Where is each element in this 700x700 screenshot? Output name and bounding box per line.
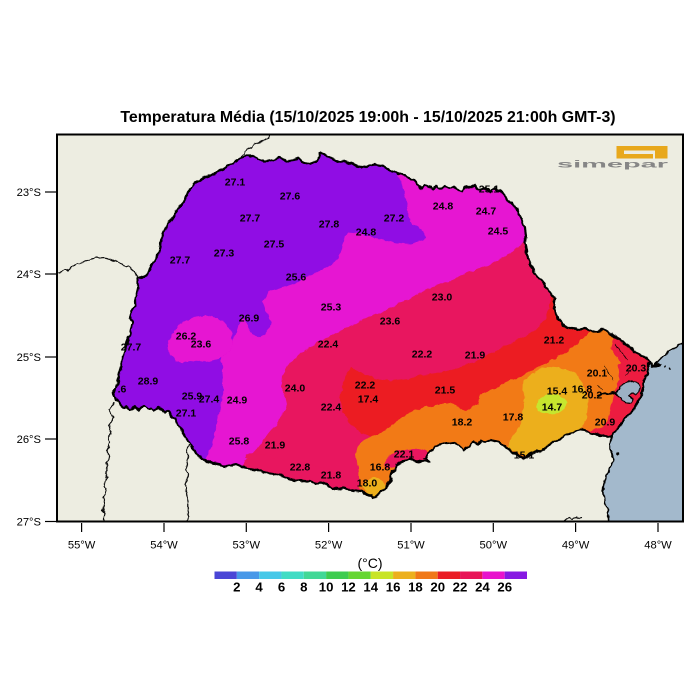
svg-text:26: 26 <box>497 580 512 595</box>
svg-text:25°S: 25°S <box>17 352 41 364</box>
svg-text:.6: .6 <box>118 384 127 396</box>
svg-text:21.9: 21.9 <box>265 440 286 452</box>
svg-text:25.8: 25.8 <box>229 436 250 448</box>
svg-text:22.1: 22.1 <box>394 449 415 461</box>
svg-text:24°S: 24°S <box>17 269 41 281</box>
svg-text:21.2: 21.2 <box>544 335 565 347</box>
svg-text:21.9: 21.9 <box>465 350 486 362</box>
svg-text:25.6: 25.6 <box>286 272 307 284</box>
svg-text:18.2: 18.2 <box>452 417 473 429</box>
svg-text:27.2: 27.2 <box>384 213 405 225</box>
svg-text:22.2: 22.2 <box>355 380 376 392</box>
svg-text:27.4: 27.4 <box>199 394 220 406</box>
svg-text:18: 18 <box>408 580 423 595</box>
svg-text:25.3: 25.3 <box>321 302 342 314</box>
svg-text:15.1: 15.1 <box>514 450 535 462</box>
svg-text:20.3: 20.3 <box>626 363 647 375</box>
svg-text:51°W: 51°W <box>397 540 425 552</box>
svg-text:27.5: 27.5 <box>264 239 285 251</box>
svg-text:21.5: 21.5 <box>435 385 456 397</box>
svg-text:24: 24 <box>475 580 490 595</box>
svg-text:49°W: 49°W <box>562 540 590 552</box>
svg-text:6: 6 <box>278 580 285 595</box>
svg-text:27.7: 27.7 <box>121 342 142 354</box>
svg-text:15.4: 15.4 <box>547 386 568 398</box>
svg-text:24.9: 24.9 <box>227 395 248 407</box>
svg-text:27.7: 27.7 <box>170 255 191 267</box>
svg-text:27.6: 27.6 <box>280 191 301 203</box>
svg-text:23.0: 23.0 <box>432 292 453 304</box>
svg-text:23.6: 23.6 <box>380 316 401 328</box>
svg-text:26°S: 26°S <box>17 434 41 446</box>
svg-text:17.4: 17.4 <box>358 394 379 406</box>
svg-text:23.6: 23.6 <box>191 339 212 351</box>
svg-text:24.7: 24.7 <box>476 206 497 218</box>
svg-text:50°W: 50°W <box>480 540 508 552</box>
svg-text:25.1: 25.1 <box>479 184 500 196</box>
svg-text:20.1: 20.1 <box>587 368 608 380</box>
svg-text:24.0: 24.0 <box>285 383 306 395</box>
svg-text:26.9: 26.9 <box>239 313 260 325</box>
svg-text:4: 4 <box>255 580 263 595</box>
svg-text:22.4: 22.4 <box>318 339 339 351</box>
svg-text:24.5: 24.5 <box>488 226 509 238</box>
svg-text:22: 22 <box>453 580 468 595</box>
svg-text:22.8: 22.8 <box>290 462 311 474</box>
svg-text:24.8: 24.8 <box>356 227 377 239</box>
svg-text:22.2: 22.2 <box>412 349 433 361</box>
svg-text:21.8: 21.8 <box>321 470 342 482</box>
svg-text:27.1: 27.1 <box>225 177 246 189</box>
svg-text:54°W: 54°W <box>150 540 178 552</box>
svg-text:simepar: simepar <box>557 159 668 171</box>
svg-text:24.8: 24.8 <box>433 201 454 213</box>
svg-text:25.9: 25.9 <box>182 391 203 403</box>
svg-text:10: 10 <box>319 580 334 595</box>
svg-text:28.9: 28.9 <box>138 376 159 388</box>
svg-text:14: 14 <box>363 580 378 595</box>
svg-text:48°W: 48°W <box>644 540 672 552</box>
svg-text:53°W: 53°W <box>233 540 261 552</box>
svg-text:2: 2 <box>233 580 240 595</box>
svg-text:23°S: 23°S <box>17 187 41 199</box>
svg-text:12: 12 <box>341 580 356 595</box>
svg-text:27°S: 27°S <box>17 516 41 528</box>
svg-text:8: 8 <box>300 580 307 595</box>
svg-text:27.8: 27.8 <box>319 219 340 231</box>
svg-text:16.8: 16.8 <box>370 462 391 474</box>
svg-text:17.8: 17.8 <box>503 412 524 424</box>
svg-text:27.7: 27.7 <box>240 213 261 225</box>
svg-text:Temperatura Média (15/10/2025: Temperatura Média (15/10/2025 19:00h - 1… <box>120 109 615 126</box>
svg-text:27.3: 27.3 <box>214 248 235 260</box>
svg-text:20.2: 20.2 <box>582 390 603 402</box>
svg-text:20.9: 20.9 <box>595 417 616 429</box>
svg-text:20: 20 <box>430 580 445 595</box>
svg-text:55°W: 55°W <box>68 540 96 552</box>
svg-text:22.4: 22.4 <box>321 402 342 414</box>
svg-text:27.1: 27.1 <box>176 408 197 420</box>
svg-text:26.2: 26.2 <box>176 331 197 343</box>
svg-text:14.7: 14.7 <box>542 402 563 414</box>
svg-text:52°W: 52°W <box>315 540 343 552</box>
svg-text:(°C): (°C) <box>357 555 382 571</box>
svg-text:16: 16 <box>386 580 401 595</box>
svg-text:16.8: 16.8 <box>572 384 593 396</box>
svg-text:18.0: 18.0 <box>357 478 378 490</box>
